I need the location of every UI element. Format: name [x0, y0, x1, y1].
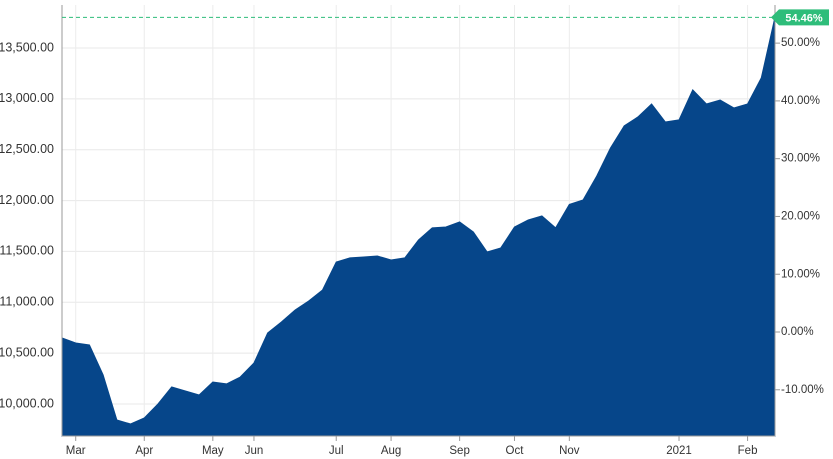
y-tick-label: 10,000.00: [0, 396, 54, 410]
y2-tick-label: 40.00%: [781, 95, 820, 107]
annotation-label: 54.46%: [785, 12, 823, 24]
y2-tick-label: 50.00%: [781, 37, 820, 49]
x-tick-label: Nov: [559, 445, 580, 457]
y2-tick-label: 30.00%: [781, 153, 820, 165]
x-tick-label: Sep: [449, 445, 469, 457]
y-tick-label: 12,500.00: [0, 142, 54, 156]
x-tick-label: Jun: [245, 445, 264, 457]
y-tick-label: 11,500.00: [0, 244, 54, 258]
x-tick-label: Apr: [135, 445, 153, 457]
x-tick-label: Mar: [66, 445, 86, 457]
y2-tick-label: -10.00%: [781, 384, 824, 396]
y-tick-label: 10,500.00: [0, 345, 54, 359]
x-tick-label: Feb: [738, 445, 758, 457]
x-tick-label: 2021: [666, 445, 692, 457]
x-tick-label: Oct: [506, 445, 525, 457]
y2-tick-label: 0.00%: [781, 326, 814, 338]
y2-tick-label: 10.00%: [781, 268, 820, 280]
y2-tick-label: 20.00%: [781, 210, 820, 222]
x-tick-label: Jul: [329, 445, 344, 457]
y-tick-label: 13,500.00: [0, 40, 54, 54]
x-tick-label: May: [202, 445, 224, 457]
y-tick-label: 13,000.00: [0, 91, 54, 105]
y-tick-label: 12,000.00: [0, 193, 54, 207]
annotation-badge: [771, 9, 829, 26]
x-tick-label: Aug: [381, 445, 401, 457]
area: [61, 16, 776, 437]
y-tick-label: 11,000.00: [0, 295, 54, 309]
